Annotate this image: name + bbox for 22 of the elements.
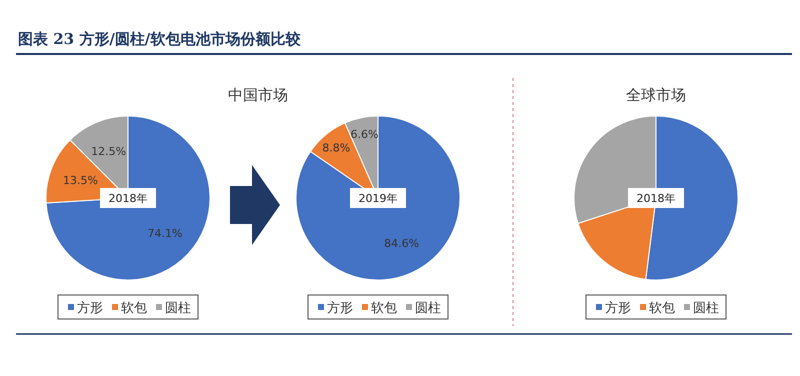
data-label: 13.5%: [62, 174, 98, 187]
chart-title: 图表 23 方形/圆柱/软包电池市场份额比较: [18, 30, 302, 48]
text: 2018年: [636, 192, 676, 205]
legend-label: 软包: [371, 301, 397, 316]
legend-label: 方形: [327, 300, 353, 316]
text: 2019年: [358, 192, 398, 205]
data-label: 84.6%: [384, 237, 420, 250]
pie-slice: [46, 116, 210, 280]
legend-label: 软包: [649, 301, 675, 316]
legend-label: 圆柱: [693, 301, 719, 316]
chart-subtitle: 全球市场: [626, 86, 686, 104]
legend-label: 软包: [121, 301, 147, 316]
legend-label: 方形: [605, 300, 631, 316]
text: 2018年: [108, 192, 148, 205]
pie-slice: [296, 116, 460, 280]
legend-label: 圆柱: [415, 301, 441, 316]
data-label: 74.1%: [148, 226, 183, 240]
data-label: 8.8%: [322, 141, 350, 154]
data-label: 12.5%: [91, 145, 126, 158]
text: 中国市场: [228, 86, 288, 104]
legend-label: 圆柱: [165, 301, 191, 316]
legend-label: 方形: [77, 300, 103, 316]
